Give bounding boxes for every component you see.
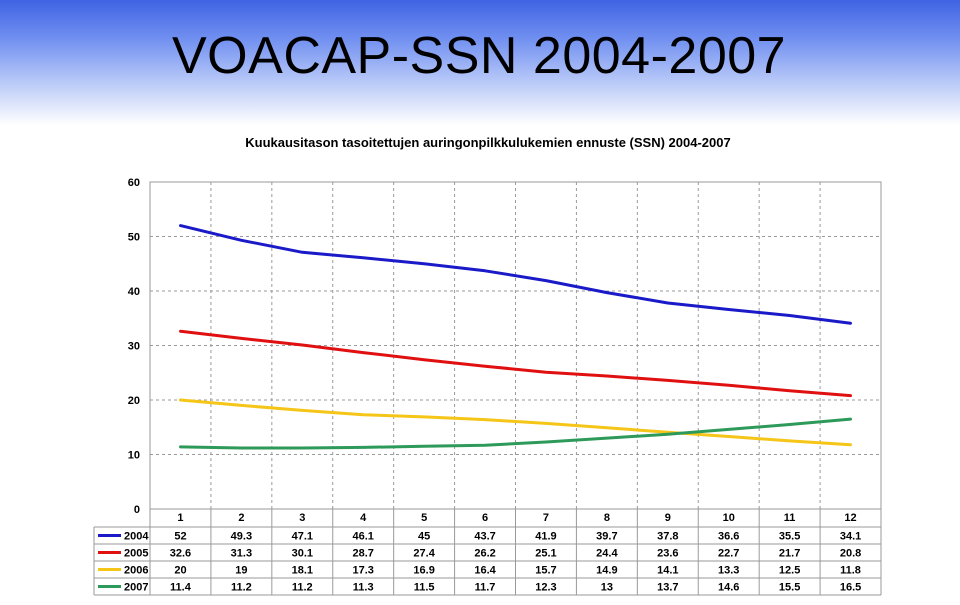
x-tick-label: 6 <box>482 512 488 524</box>
data-cell: 34.1 <box>840 531 861 543</box>
data-cell: 20 <box>174 565 186 577</box>
data-cell: 14.6 <box>718 582 739 594</box>
series-line-2005 <box>179 329 852 398</box>
data-cell: 27.4 <box>413 548 435 560</box>
slide-header <box>0 0 960 125</box>
data-cell: 31.3 <box>231 548 252 560</box>
data-cell: 49.3 <box>231 531 252 543</box>
data-cell: 15.7 <box>535 565 556 577</box>
data-cell: 35.5 <box>779 531 800 543</box>
x-tick-label: 1 <box>177 512 183 524</box>
x-tick-label: 7 <box>543 512 549 524</box>
data-cell: 32.6 <box>170 548 191 560</box>
series-lines <box>179 224 852 450</box>
x-tick-label: 12 <box>844 512 856 524</box>
legend-label-2004: 2004 <box>124 531 149 543</box>
x-tick-label: 10 <box>723 512 735 524</box>
data-cell: 11.2 <box>231 582 252 594</box>
legend-label-2005: 2005 <box>124 548 148 560</box>
y-tick-label: 0 <box>134 504 140 516</box>
series-line-2004 <box>179 224 852 325</box>
y-tick-label: 60 <box>128 177 140 189</box>
data-cell: 52 <box>174 531 186 543</box>
data-cell: 20.8 <box>840 548 861 560</box>
data-cell: 11.7 <box>475 582 496 594</box>
data-cell: 14.1 <box>657 565 678 577</box>
data-cell: 13.7 <box>657 582 678 594</box>
data-cell: 30.1 <box>292 548 313 560</box>
data-cell: 15.5 <box>779 582 800 594</box>
data-cell: 46.1 <box>352 531 373 543</box>
data-cell: 11.4 <box>170 582 192 594</box>
x-tick-label: 5 <box>421 512 427 524</box>
data-cell: 12.3 <box>535 582 556 594</box>
gridlines <box>149 181 882 510</box>
data-cell: 18.1 <box>292 565 313 577</box>
slide-title: VOACAP-SSN 2004-2007 <box>172 27 787 85</box>
chart-panel: Kuukausitason tasoitettujen auringonpilk… <box>92 127 884 603</box>
data-cell: 16.9 <box>413 565 434 577</box>
legend-label-2006: 2006 <box>124 565 148 577</box>
data-cell: 23.6 <box>657 548 678 560</box>
data-cell: 16.5 <box>840 582 861 594</box>
data-cell: 36.6 <box>718 531 739 543</box>
x-tick-label: 4 <box>360 512 367 524</box>
x-tick-label: 2 <box>238 512 244 524</box>
data-cell: 26.2 <box>474 548 495 560</box>
data-cell: 11.2 <box>292 582 313 594</box>
data-cell: 12.5 <box>779 565 800 577</box>
data-cell: 17.3 <box>352 565 373 577</box>
data-cell: 16.4 <box>474 565 496 577</box>
sunspot-forecast-chart: Kuukausitason tasoitettujen auringonpilk… <box>93 135 882 596</box>
chart-title: Kuukausitason tasoitettujen auringonpilk… <box>245 135 730 150</box>
data-cell: 24.4 <box>596 548 618 560</box>
data-cell: 43.7 <box>474 531 495 543</box>
x-tick-label: 3 <box>299 512 305 524</box>
x-tick-label: 9 <box>665 512 671 524</box>
data-cell: 11.8 <box>840 565 861 577</box>
legend-label-2007: 2007 <box>124 582 148 594</box>
series-line-2007 <box>179 417 852 450</box>
y-tick-label: 50 <box>128 232 140 244</box>
data-cell: 25.1 <box>535 548 556 560</box>
data-cell: 39.7 <box>596 531 617 543</box>
data-cell: 22.7 <box>718 548 739 560</box>
data-cell: 28.7 <box>352 548 373 560</box>
data-cell: 21.7 <box>779 548 800 560</box>
data-cell: 37.8 <box>657 531 678 543</box>
y-tick-label: 30 <box>128 341 140 353</box>
y-tick-label: 20 <box>128 395 140 407</box>
data-cell: 41.9 <box>535 531 556 543</box>
data-cell: 45 <box>418 531 430 543</box>
x-tick-label: 11 <box>784 512 796 524</box>
series-line-2006 <box>179 398 852 447</box>
y-axis-ticks: 0 10 20 30 40 50 60 <box>128 177 140 516</box>
data-cell: 14.9 <box>596 565 617 577</box>
data-cell: 19 <box>235 565 247 577</box>
x-tick-label: 8 <box>604 512 610 524</box>
data-cell: 47.1 <box>292 531 313 543</box>
data-cell: 11.5 <box>414 582 435 594</box>
data-cell: 11.3 <box>353 582 374 594</box>
data-cell: 13.3 <box>718 565 739 577</box>
data-cell: 13 <box>601 582 613 594</box>
y-tick-label: 40 <box>128 286 140 298</box>
y-tick-label: 10 <box>128 450 140 462</box>
